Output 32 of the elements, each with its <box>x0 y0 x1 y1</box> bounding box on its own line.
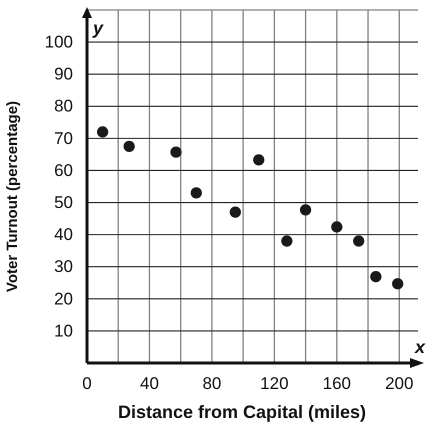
y-axis-title: Voter Turnout (percentage) <box>4 100 21 292</box>
point <box>253 154 264 166</box>
y-tick-label: 100 <box>44 32 73 52</box>
y-tick-label: 50 <box>54 192 73 212</box>
point <box>281 235 292 247</box>
point <box>331 221 342 233</box>
y-tick-label: 60 <box>54 160 73 180</box>
y-tick-label: 90 <box>54 64 73 84</box>
y-tick-label: 20 <box>54 289 73 308</box>
annotation: x <box>414 337 426 357</box>
point <box>170 146 182 158</box>
x-axis-title: Distance from Capital (miles) <box>118 402 366 422</box>
point <box>392 278 404 290</box>
x-tick-label: 160 <box>322 374 351 394</box>
y-tick-label: 10 <box>54 321 73 340</box>
x-tick-label: 40 <box>140 374 159 394</box>
x-tick-label: 200 <box>385 374 414 394</box>
point <box>124 140 135 152</box>
point <box>370 271 382 282</box>
point <box>190 187 202 199</box>
y-tick-label: 30 <box>54 257 73 276</box>
y-tick-label: 40 <box>54 225 73 244</box>
point <box>230 206 241 218</box>
x-tick-label: 0 <box>82 374 92 394</box>
x-tick-label: 80 <box>202 374 222 394</box>
point <box>353 235 364 247</box>
annotation: y <box>92 18 104 38</box>
x-tick-label: 120 <box>260 374 289 394</box>
point <box>96 126 108 138</box>
point <box>300 204 312 216</box>
y-tick-label: 70 <box>54 128 73 148</box>
y-tick-label: 80 <box>54 96 73 116</box>
